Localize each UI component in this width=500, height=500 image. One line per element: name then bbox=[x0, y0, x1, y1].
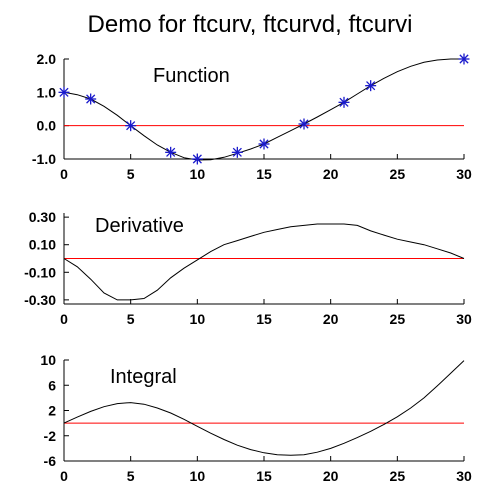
data-point-marker bbox=[298, 118, 310, 130]
x-tick-label: 5 bbox=[127, 166, 135, 182]
data-point-marker bbox=[165, 146, 177, 158]
x-tick-label: 0 bbox=[60, 166, 68, 182]
x-tick-label: 10 bbox=[190, 166, 206, 182]
x-tick-label: 10 bbox=[190, 468, 206, 484]
x-tick-label: 0 bbox=[60, 311, 68, 327]
x-tick-label: 20 bbox=[323, 166, 339, 182]
y-tick-label: -0.30 bbox=[24, 292, 56, 308]
x-tick-label: 5 bbox=[127, 311, 135, 327]
marker-stroke bbox=[192, 154, 202, 164]
data-point-marker bbox=[458, 53, 470, 65]
data-point-marker bbox=[85, 93, 97, 105]
x-tick-label: 20 bbox=[323, 468, 339, 484]
y-tick-label: 2 bbox=[48, 403, 56, 419]
marker-stroke bbox=[126, 121, 136, 131]
data-point-marker bbox=[365, 80, 377, 92]
y-tick-label: -6 bbox=[44, 453, 57, 469]
data-point-marker bbox=[125, 120, 137, 132]
chart-3: 0 5 10 15 20 25 30 10 6 2 -2 -6 Integral bbox=[40, 352, 472, 484]
chart-2: 0 5 10 15 20 25 30 0.30 0.10 -0.10 -0.30 Derivative bbox=[24, 209, 472, 327]
marker-stroke bbox=[166, 147, 176, 157]
marker-stroke bbox=[59, 87, 69, 97]
y-tick-label: 1.0 bbox=[37, 84, 57, 100]
x-tick-label: 30 bbox=[456, 166, 472, 182]
x-tick-label: 15 bbox=[256, 468, 272, 484]
y-tick-label: 0.0 bbox=[37, 118, 57, 134]
marker-stroke bbox=[299, 119, 309, 129]
y-tick-label: -0.10 bbox=[24, 264, 56, 280]
x-tick-label: 25 bbox=[390, 468, 406, 484]
series-line bbox=[63, 360, 465, 456]
figure-title: Demo for ftcurv, ftcurvd, ftcurvi bbox=[88, 11, 413, 38]
marker-stroke bbox=[339, 97, 349, 107]
y-tick-label: -1.0 bbox=[32, 151, 56, 167]
data-point-marker bbox=[191, 153, 203, 165]
chart-1: 0 5 10 15 20 25 30 2.0 1.0 0.0 -1.0 Function bbox=[32, 51, 472, 182]
marker-stroke bbox=[459, 54, 469, 64]
x-tick-label: 30 bbox=[456, 311, 472, 327]
data-point-marker bbox=[231, 146, 243, 158]
data-point-marker bbox=[338, 96, 350, 108]
x-tick-label: 20 bbox=[323, 311, 339, 327]
y-tick-label: 0.10 bbox=[29, 237, 56, 253]
x-tick-label: 25 bbox=[390, 311, 406, 327]
marker-stroke bbox=[366, 81, 376, 91]
panel-label: Function bbox=[153, 65, 230, 87]
x-tick-label: 25 bbox=[390, 166, 406, 182]
y-tick-label: 0.30 bbox=[29, 209, 56, 225]
x-tick-label: 15 bbox=[256, 311, 272, 327]
y-tick-label: 6 bbox=[48, 377, 56, 393]
x-tick-label: 5 bbox=[127, 468, 135, 484]
y-tick-label: 2.0 bbox=[37, 51, 57, 67]
x-tick-label: 15 bbox=[256, 166, 272, 182]
panel-label: Derivative bbox=[95, 215, 184, 237]
x-tick-label: 10 bbox=[190, 311, 206, 327]
panel-label: Integral bbox=[110, 366, 177, 388]
series-line bbox=[63, 223, 465, 301]
data-point-marker bbox=[258, 138, 270, 150]
x-tick-label: 30 bbox=[456, 468, 472, 484]
y-tick-label: 10 bbox=[40, 352, 56, 368]
x-tick-label: 0 bbox=[60, 468, 68, 484]
marker-stroke bbox=[232, 147, 242, 157]
data-point-marker bbox=[58, 86, 70, 98]
marker-stroke bbox=[86, 94, 96, 104]
marker-stroke bbox=[259, 139, 269, 149]
y-tick-label: -2 bbox=[44, 428, 57, 444]
